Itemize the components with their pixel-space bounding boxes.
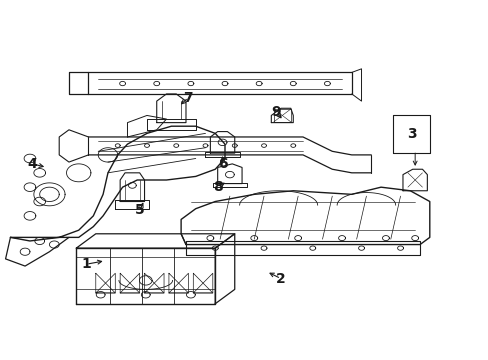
- Text: 1: 1: [81, 257, 91, 271]
- Text: 9: 9: [271, 105, 281, 119]
- Text: 2: 2: [276, 271, 285, 285]
- Text: 4: 4: [27, 157, 37, 171]
- Text: 6: 6: [217, 157, 227, 171]
- Text: 8: 8: [212, 180, 222, 194]
- Text: 5: 5: [135, 203, 144, 217]
- Text: 7: 7: [183, 90, 193, 104]
- Text: 3: 3: [406, 127, 415, 141]
